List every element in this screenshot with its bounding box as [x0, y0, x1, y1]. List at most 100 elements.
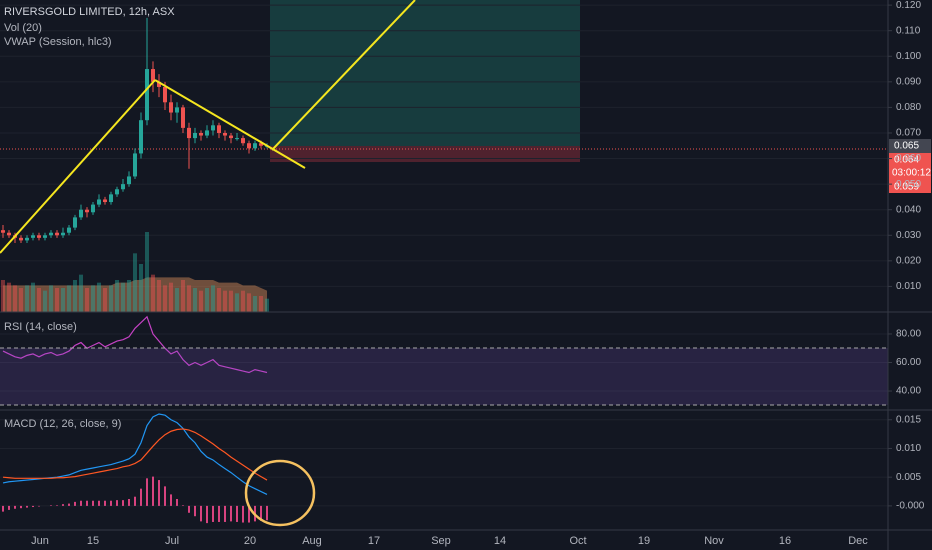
trendline [154, 79, 306, 169]
volume-ma [3, 277, 267, 312]
volume-bar [205, 288, 209, 312]
x-tick-label: Sep [431, 535, 451, 547]
histogram-bar [104, 500, 106, 506]
histogram-bar [194, 505, 196, 517]
histogram-bar [182, 505, 184, 506]
price-tag: 03:00:12 [892, 168, 931, 179]
histogram-bar [62, 504, 64, 506]
x-tick-label: 14 [494, 535, 506, 547]
histogram-bar [122, 500, 124, 506]
volume-bar [145, 232, 149, 312]
histogram-bar [260, 505, 262, 521]
volume-bar [193, 288, 197, 312]
histogram-bar [38, 505, 40, 507]
volume-bar [265, 298, 269, 312]
x-tick-label: Dec [848, 535, 868, 547]
volume-bar [181, 280, 185, 312]
volume-bar [31, 282, 35, 312]
candle-body [241, 138, 245, 144]
volume-bar [127, 280, 131, 312]
histogram-bar [140, 488, 142, 506]
volume-bar [97, 282, 101, 312]
candle-body [49, 232, 53, 236]
volume-bar [199, 290, 203, 312]
histogram-bar [248, 505, 250, 523]
volume-bar [169, 282, 173, 312]
candle-body [91, 204, 95, 213]
volume-bar [139, 264, 143, 312]
volume-bar [121, 282, 125, 312]
title: RIVERSGOLD LIMITED, 12h, ASX [4, 6, 175, 18]
volume-bar [253, 296, 257, 312]
y-tick-label: 0.120 [896, 0, 921, 11]
y-tick-label: 0.050 [896, 179, 921, 190]
candle-body [67, 227, 71, 233]
candle-body [193, 132, 197, 139]
volume-bar [235, 293, 239, 312]
candle-body [37, 235, 41, 238]
candle-body [55, 232, 59, 236]
candle-body [133, 153, 137, 177]
histogram-bar [128, 498, 130, 506]
price-tag: 0.065 [894, 141, 919, 152]
candle-body [223, 132, 227, 136]
x-tick-label: 17 [368, 535, 380, 547]
volume-bar [49, 285, 53, 312]
y-tick-label: 0.070 [896, 128, 921, 139]
candle-body [79, 209, 83, 218]
candle-body [139, 120, 143, 154]
histogram-bar [176, 498, 178, 506]
volume-bar [217, 288, 221, 312]
y-tick-label: 0.030 [896, 230, 921, 241]
volume-bar [163, 285, 167, 312]
candle-body [61, 232, 65, 236]
histogram-bar [170, 494, 172, 506]
candle-body [73, 217, 77, 228]
x-tick-label: Oct [569, 535, 586, 547]
volume-bar [157, 280, 161, 312]
tag-bg [889, 139, 931, 153]
x-tick-label: Jun [31, 535, 49, 547]
volume-bar [37, 288, 41, 312]
candle-body [175, 107, 179, 113]
y-tick-label: 60.00 [896, 357, 921, 368]
volume-bar [211, 285, 215, 312]
y-tick-label: 0.100 [896, 51, 921, 62]
y-tick-label: 0.010 [896, 443, 921, 454]
histogram-bar [134, 496, 136, 506]
candle-body [85, 209, 89, 213]
histogram-bar [20, 505, 22, 509]
candle-body [187, 127, 191, 139]
target-zone [270, 0, 580, 146]
candle-body [205, 130, 209, 136]
histogram-bar [110, 500, 112, 506]
candle-body [19, 237, 23, 241]
y-tick-label: 0.015 [896, 414, 921, 425]
volume-bar [1, 280, 5, 312]
stop-zone [270, 146, 580, 162]
subtitle: VWAP (Session, hlc3) [4, 36, 112, 48]
price-tag: 0.064 [894, 155, 919, 166]
y-tick-label: 0.110 [896, 25, 921, 36]
subtitle: Vol (20) [4, 22, 42, 34]
trendline [271, 0, 416, 151]
rsi-band [0, 348, 888, 405]
candle-body [181, 107, 185, 128]
candle-body [253, 143, 257, 149]
y-tick-label: 0.010 [896, 281, 921, 292]
volume-bar [175, 288, 179, 312]
volume-bar [241, 290, 245, 312]
histogram-bar [242, 505, 244, 523]
volume-bar [229, 290, 233, 312]
candle-body [211, 125, 215, 131]
histogram-bar [164, 486, 166, 506]
histogram-bar [98, 500, 100, 506]
candle-body [127, 176, 131, 185]
histogram-bar [212, 505, 214, 522]
volume-bar [151, 274, 155, 312]
y-tick-label: 0.090 [896, 76, 921, 87]
y-tick-label: 0.005 [896, 472, 921, 483]
rsi-title: RSI (14, close) [4, 321, 77, 333]
candle-body [235, 138, 239, 140]
